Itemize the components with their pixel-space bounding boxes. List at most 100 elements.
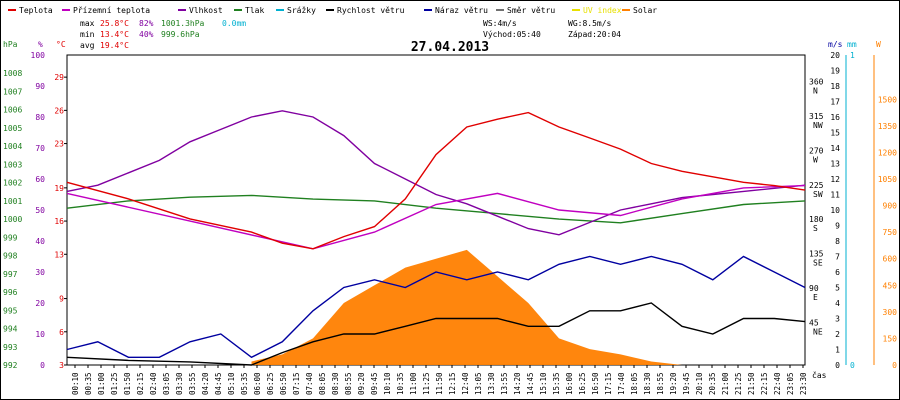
hpa-tick-label: 1006	[3, 106, 22, 115]
x-tick-label: 18:55	[656, 372, 665, 395]
x-tick-label: 15:10	[539, 372, 548, 395]
legend-label: Tlak	[245, 6, 264, 15]
pct-tick-label: 50	[35, 206, 45, 215]
x-tick-label: 19:20	[669, 372, 678, 395]
rain-axis-label: mm	[847, 40, 857, 49]
x-tick-label: 06:25	[266, 372, 275, 395]
hpa-tick-label: 1005	[3, 124, 22, 133]
hpa-tick-label: 1004	[3, 142, 22, 151]
x-tick-label: 23:30	[799, 372, 808, 395]
x-tick-label: 08:30	[331, 372, 340, 395]
pct-tick-label: 90	[35, 82, 45, 91]
hpa-tick-label: 996	[3, 288, 18, 297]
x-tick-label: 21:25	[734, 372, 743, 395]
rain-tick-label: 1	[850, 51, 855, 60]
wind-tick-label: 19	[830, 67, 840, 76]
stats-wg: WG:8.5m/s	[568, 19, 612, 28]
stats-avg-label: avg	[80, 41, 95, 50]
pct-tick-label: 0	[40, 361, 45, 370]
degc-tick-label: 23	[54, 140, 64, 149]
x-tick-label: 13:05	[474, 372, 483, 395]
wind-tick-label: 7	[835, 253, 840, 262]
pct-tick-label: 70	[35, 144, 45, 153]
stats-max-temp: 25.8°C	[100, 19, 129, 28]
x-tick-label: 11:00	[409, 372, 418, 395]
pct-tick-label: 20	[35, 299, 45, 308]
pct-tick-label: 30	[35, 268, 45, 277]
wind-tick-label: 8	[835, 237, 840, 246]
degc-tick-label: 16	[54, 217, 64, 226]
degc-tick-label: 26	[54, 106, 64, 115]
wind-tick-label: 4	[835, 299, 840, 308]
x-tick-label: 12:15	[448, 372, 457, 395]
x-tick-label: 12:40	[461, 372, 470, 395]
legend-label: Srážky	[287, 6, 316, 15]
solar-tick-label: 1200	[878, 148, 897, 157]
wind-speed-line	[66, 302, 806, 366]
solar-tick-label: 600	[883, 255, 898, 264]
x-tick-label: 18:05	[630, 372, 639, 395]
x-tick-label: 17:40	[617, 372, 626, 395]
hpa-tick-label: 1000	[3, 215, 22, 224]
solar-tick-label: 300	[883, 308, 898, 317]
solar-tick-label: 0	[892, 361, 897, 370]
direction-letter: N	[813, 86, 818, 95]
degc-tick-label: 6	[59, 328, 64, 337]
solar-tick-label: 150	[883, 334, 898, 343]
stats-min-label: min	[80, 30, 95, 39]
legend-label: Teplota	[19, 6, 53, 15]
x-tick-label: 13:30	[487, 372, 496, 395]
direction-letter: NW	[813, 121, 823, 130]
wind-tick-label: 10	[830, 206, 840, 215]
stats-min-hum: 40%	[139, 30, 154, 39]
x-tick-label: 01:00	[97, 372, 106, 395]
hpa-tick-label: 1001	[3, 197, 22, 206]
solar-tick-label: 750	[883, 228, 898, 237]
wind-tick-label: 14	[830, 144, 840, 153]
legend-label: UV index	[583, 6, 622, 15]
solar-area	[251, 249, 682, 365]
stats-sunset: Západ:20:04	[568, 30, 621, 39]
wind-tick-label: 0	[835, 361, 840, 370]
x-tick-label: 20:35	[708, 372, 717, 395]
stats-max-hum: 82%	[139, 19, 154, 28]
wind-tick-label: 5	[835, 284, 840, 293]
hpa-tick-label: 1003	[3, 160, 22, 169]
wind-tick-label: 11	[830, 191, 840, 200]
x-tick-label: 18:30	[643, 372, 652, 395]
x-tick-label: 06:00	[253, 372, 262, 395]
pct-tick-label: 60	[35, 175, 45, 184]
hpa-tick-label: 998	[3, 252, 18, 261]
wind-tick-label: 13	[830, 160, 840, 169]
x-tick-label: 20:10	[695, 372, 704, 395]
direction-tick-label: 270	[809, 146, 824, 155]
x-tick-label: 22:40	[773, 372, 782, 395]
solar-tick-label: 900	[883, 202, 898, 211]
hpa-tick-label: 1002	[3, 179, 22, 188]
wind-tick-label: 20	[830, 51, 840, 60]
x-tick-label: 00:35	[84, 372, 93, 395]
x-tick-label: 09:20	[357, 372, 366, 395]
direction-letter: SW	[813, 190, 823, 199]
x-tick-label: 19:45	[682, 372, 691, 395]
chart-title: 27.04.2013	[411, 40, 489, 55]
x-tick-label: 05:10	[227, 372, 236, 395]
x-tick-label: 07:15	[292, 372, 301, 395]
degc-tick-label: 13	[54, 250, 64, 259]
x-tick-label: 04:20	[201, 372, 210, 395]
solar-tick-label: 450	[883, 281, 898, 290]
x-tick-label: 14:20	[513, 372, 522, 395]
direction-letter: NE	[813, 328, 823, 337]
x-tick-label: 01:50	[123, 372, 132, 395]
direction-letter: S	[813, 224, 818, 233]
x-tick-label: 11:25	[422, 372, 431, 395]
x-tick-label: 23:05	[786, 372, 795, 395]
stats-block: max 25.8°C 82% 1001.3hPa 0.0mm min 13.4°…	[80, 19, 621, 50]
wind-gust-line	[66, 255, 806, 359]
series-marks	[66, 110, 806, 366]
direction-tick-label: 180	[809, 215, 824, 224]
x-tick-label: 21:00	[721, 372, 730, 395]
legend-label: Směr větru	[507, 6, 555, 15]
direction-tick-label: 360	[809, 77, 824, 86]
wind-tick-label: 3	[835, 315, 840, 324]
